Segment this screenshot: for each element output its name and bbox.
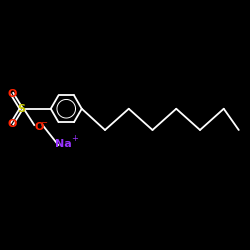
Text: +: + bbox=[71, 134, 78, 143]
Text: O: O bbox=[7, 119, 17, 129]
Text: −: − bbox=[40, 118, 47, 127]
Text: S: S bbox=[17, 104, 25, 114]
Text: O: O bbox=[7, 89, 17, 99]
Text: O: O bbox=[34, 122, 43, 132]
Text: Na: Na bbox=[56, 139, 72, 149]
